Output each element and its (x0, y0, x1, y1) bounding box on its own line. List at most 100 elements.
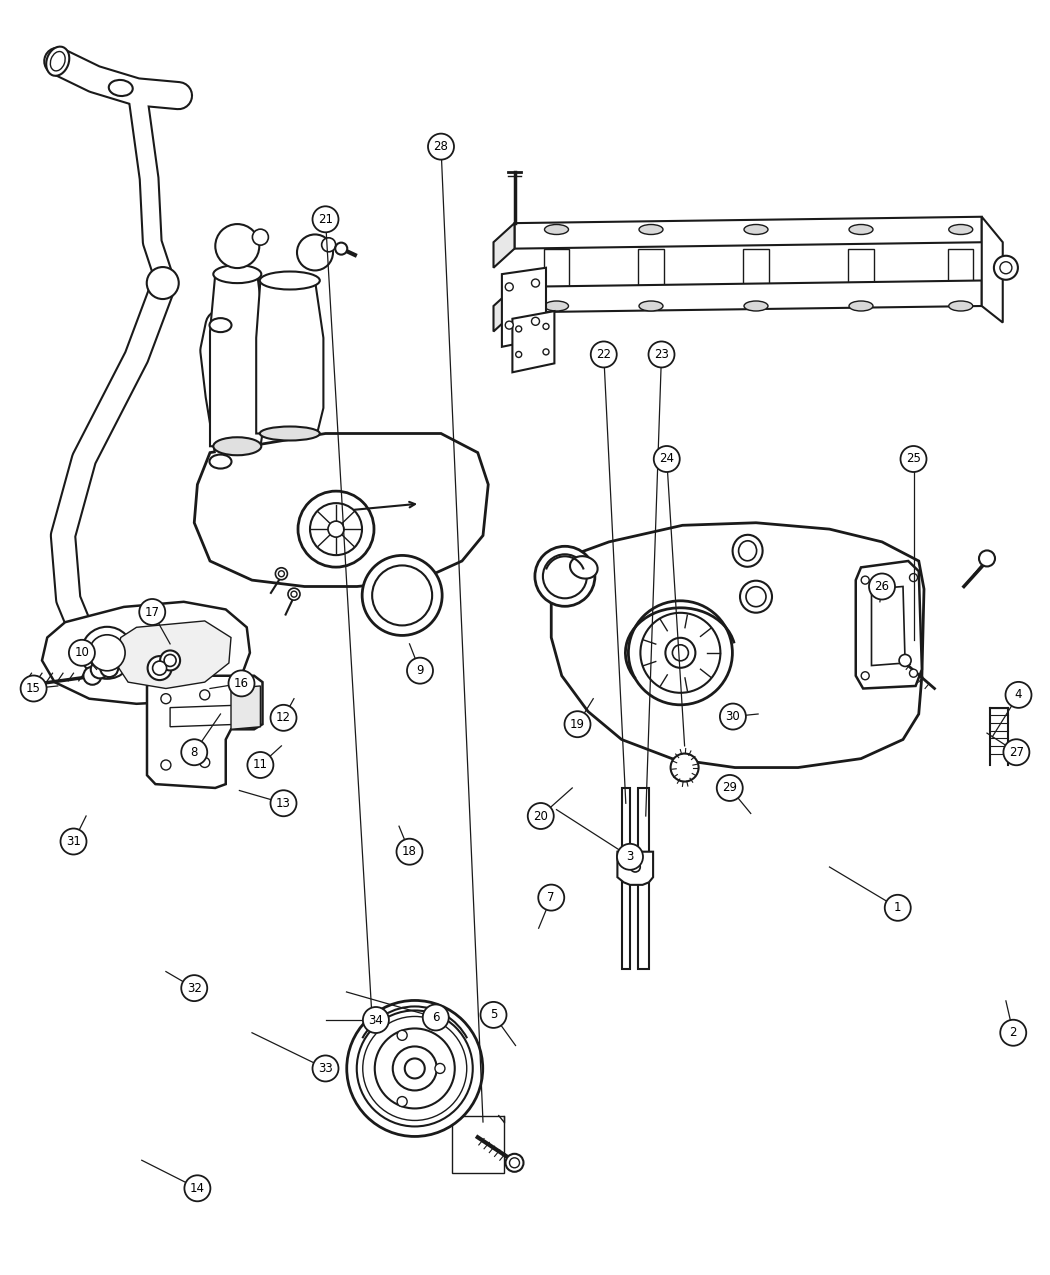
Ellipse shape (545, 301, 568, 311)
Circle shape (313, 1056, 338, 1081)
Circle shape (617, 844, 643, 870)
Circle shape (671, 754, 698, 782)
Ellipse shape (46, 47, 69, 75)
Text: 18: 18 (402, 845, 417, 858)
Ellipse shape (213, 437, 261, 455)
Ellipse shape (639, 224, 663, 235)
Text: 1: 1 (894, 901, 902, 914)
Polygon shape (452, 1116, 504, 1173)
Circle shape (357, 1011, 472, 1126)
Circle shape (397, 1096, 407, 1107)
Circle shape (278, 571, 285, 576)
Circle shape (1006, 682, 1031, 708)
Circle shape (979, 551, 995, 566)
Circle shape (1000, 261, 1012, 274)
Text: 14: 14 (190, 1182, 205, 1195)
Ellipse shape (849, 224, 873, 235)
Circle shape (69, 640, 94, 666)
Circle shape (720, 704, 746, 729)
Polygon shape (256, 280, 323, 434)
Text: 34: 34 (369, 1014, 383, 1026)
Text: 17: 17 (145, 606, 160, 618)
Circle shape (423, 1005, 448, 1030)
Ellipse shape (259, 272, 320, 289)
Ellipse shape (733, 534, 762, 567)
Ellipse shape (949, 224, 972, 235)
Circle shape (346, 1001, 483, 1136)
Circle shape (147, 266, 178, 300)
Text: 12: 12 (276, 711, 291, 724)
Polygon shape (514, 280, 982, 312)
Polygon shape (948, 249, 973, 287)
Circle shape (252, 230, 269, 245)
Circle shape (161, 694, 171, 704)
Circle shape (310, 504, 362, 555)
Circle shape (528, 803, 553, 829)
Polygon shape (512, 311, 554, 372)
Circle shape (1001, 1020, 1026, 1045)
Text: 15: 15 (26, 682, 41, 695)
Circle shape (140, 599, 165, 625)
Circle shape (100, 659, 119, 677)
Circle shape (313, 207, 338, 232)
Text: 23: 23 (654, 348, 669, 361)
Circle shape (539, 885, 564, 910)
Polygon shape (502, 268, 546, 347)
Circle shape (505, 321, 513, 329)
Circle shape (229, 671, 254, 696)
Text: 13: 13 (276, 797, 291, 810)
Polygon shape (210, 274, 265, 446)
Circle shape (275, 567, 288, 580)
Circle shape (397, 1030, 407, 1040)
Ellipse shape (109, 80, 132, 96)
Circle shape (328, 521, 344, 537)
Text: 24: 24 (659, 453, 674, 465)
Ellipse shape (738, 541, 757, 561)
Circle shape (297, 235, 333, 270)
Circle shape (505, 1154, 524, 1172)
Circle shape (717, 775, 742, 801)
Circle shape (182, 740, 207, 765)
Circle shape (994, 256, 1017, 279)
Circle shape (630, 862, 640, 872)
Polygon shape (194, 434, 488, 586)
Polygon shape (147, 676, 262, 788)
Ellipse shape (210, 319, 231, 332)
Text: 31: 31 (66, 835, 81, 848)
Ellipse shape (949, 301, 972, 311)
Circle shape (288, 588, 300, 601)
Circle shape (543, 555, 587, 598)
Text: 20: 20 (533, 810, 548, 822)
Circle shape (298, 491, 374, 567)
Text: 2: 2 (1009, 1026, 1017, 1039)
Circle shape (291, 592, 297, 597)
Circle shape (909, 574, 918, 581)
Circle shape (649, 342, 674, 367)
Ellipse shape (545, 224, 568, 235)
Circle shape (200, 690, 210, 700)
Circle shape (740, 580, 772, 613)
Circle shape (363, 1007, 388, 1033)
Text: 26: 26 (875, 580, 889, 593)
Circle shape (164, 654, 176, 667)
Polygon shape (982, 217, 1003, 323)
Circle shape (909, 669, 918, 677)
Circle shape (543, 324, 549, 329)
Text: 32: 32 (187, 982, 202, 994)
Text: 8: 8 (190, 746, 198, 759)
Circle shape (89, 635, 125, 671)
Polygon shape (622, 788, 630, 969)
Circle shape (1004, 740, 1029, 765)
Circle shape (61, 829, 86, 854)
Text: 7: 7 (547, 891, 555, 904)
Polygon shape (638, 249, 664, 287)
Circle shape (531, 317, 540, 325)
Text: 11: 11 (253, 759, 268, 771)
Ellipse shape (849, 301, 873, 311)
Circle shape (407, 658, 433, 683)
Ellipse shape (744, 301, 768, 311)
Circle shape (160, 650, 181, 671)
Polygon shape (514, 217, 982, 249)
Circle shape (654, 446, 679, 472)
Circle shape (393, 1047, 437, 1090)
